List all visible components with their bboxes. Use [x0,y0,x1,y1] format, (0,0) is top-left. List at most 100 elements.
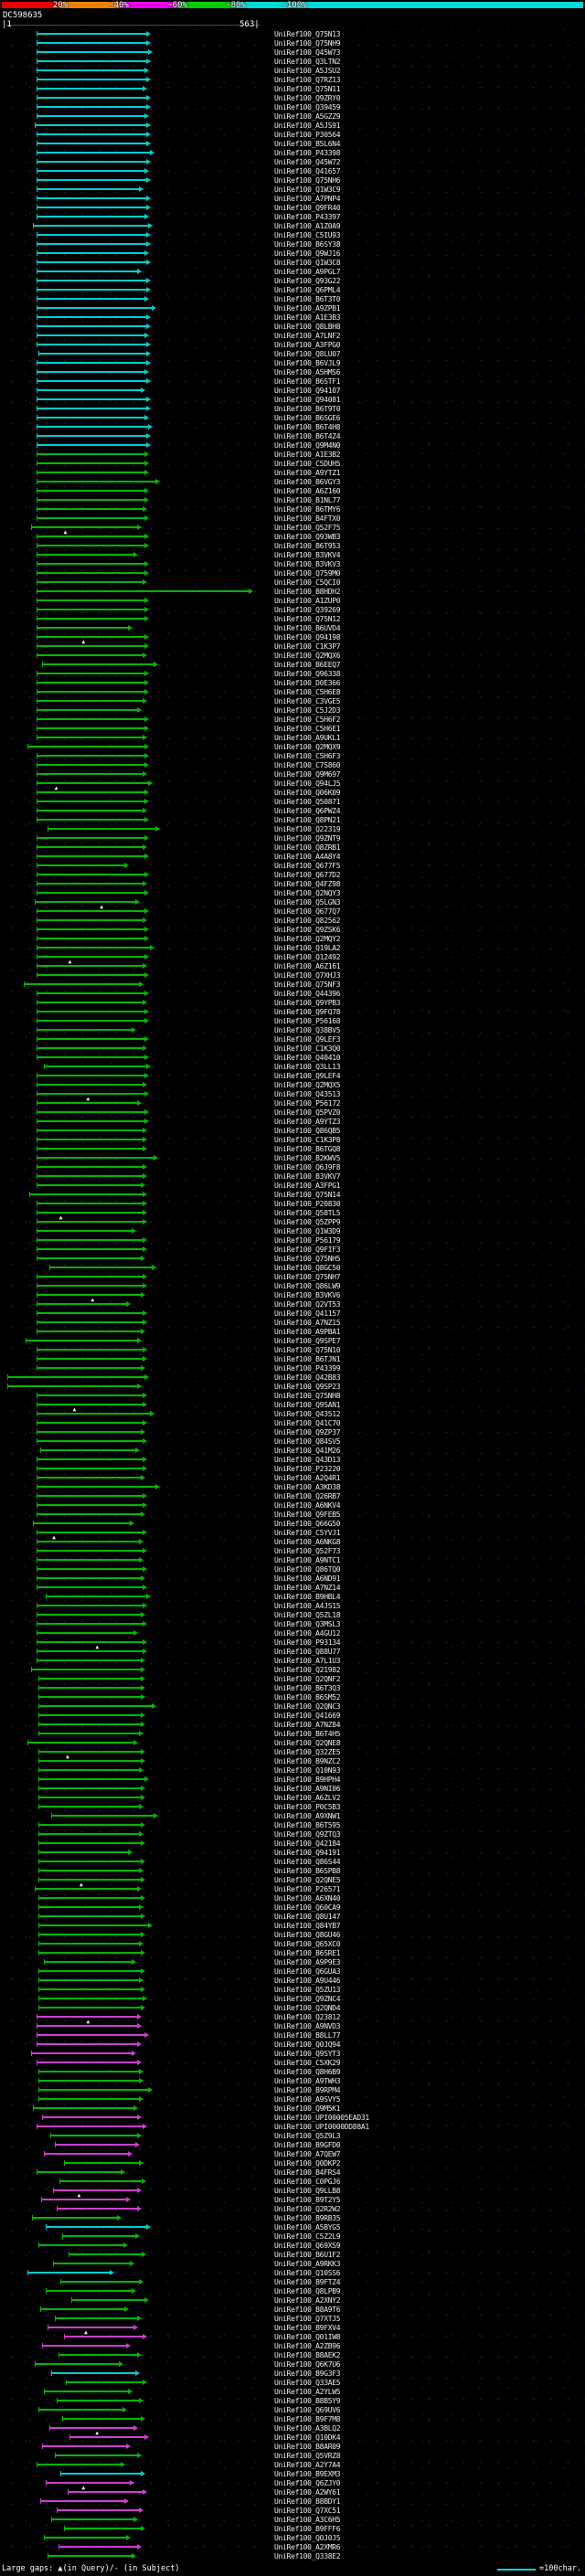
alignment-bar[interactable] [36,927,149,932]
subject-label[interactable]: UniRef100_A9YTZ1 [274,469,341,477]
alignment-bar[interactable] [36,470,149,475]
subject-label[interactable]: UniRef100_B8LL77 [274,2031,341,2040]
subject-label[interactable]: UniRef100_Q9ZSK6 [274,926,341,934]
subject-label[interactable]: UniRef100_A9XNW1 [274,1812,341,1820]
subject-label[interactable]: UniRef100_B6T595 [274,1821,341,1829]
subject-label[interactable]: UniRef100_B9G3F3 [274,2369,341,2378]
subject-label[interactable]: UniRef100_Q84YB7 [274,1922,341,1930]
alignment-bar[interactable] [36,634,149,640]
alignment-bar[interactable] [36,863,129,868]
alignment-bar[interactable] [50,2517,138,2522]
alignment-bar[interactable] [37,1850,133,1855]
subject-label[interactable]: UniRef100_Q19LA2 [274,944,341,952]
subject-label[interactable]: UniRef100_B9EXM3 [274,2470,341,2478]
alignment-bar[interactable] [36,1557,144,1563]
alignment-bar[interactable] [37,2096,144,2102]
subject-label[interactable]: UniRef100_Q9FR40 [274,204,341,212]
subject-label[interactable]: UniRef100_Q5ZPP9 [274,1218,341,1226]
subject-label[interactable]: UniRef100_A1E3B3 [274,313,341,322]
alignment-bar[interactable] [36,1237,147,1243]
subject-label[interactable]: UniRef100_B3VKV3 [274,560,341,568]
alignment-bar[interactable] [36,461,149,466]
subject-label[interactable]: UniRef100_Q7XC51 [274,2507,341,2515]
subject-label[interactable]: UniRef100_B6TJN1 [274,1355,341,1363]
alignment-bar[interactable]: ▲ [36,530,149,539]
alignment-bar[interactable] [36,817,149,822]
subject-label[interactable]: UniRef100_Q33AE5 [274,2379,341,2387]
subject-label[interactable]: UniRef100_A9TWH3 [274,2077,341,2085]
alignment-bar[interactable] [36,333,149,338]
alignment-bar[interactable] [36,104,151,110]
subject-label[interactable]: UniRef100_A6XN40 [274,1894,341,1903]
alignment-bar[interactable]: ▲ [34,1882,142,1892]
alignment-bar[interactable] [36,2060,142,2065]
alignment-bar[interactable] [27,1740,138,1745]
alignment-bar[interactable] [56,2507,144,2513]
subject-label[interactable]: UniRef100_B8BDY1 [274,2497,341,2506]
subject-label[interactable]: UniRef100_Q3LTN2 [274,58,341,66]
subject-label[interactable]: UniRef100_Q9ZNT9 [274,834,341,843]
subject-label[interactable]: UniRef100_C7S860 [274,761,341,769]
subject-label[interactable]: UniRef100_Q2MQX6 [274,652,341,660]
alignment-bar[interactable] [52,2261,134,2266]
alignment-bar[interactable] [37,1786,145,1791]
alignment-bar[interactable] [36,1493,147,1499]
alignment-bar[interactable] [43,2151,133,2157]
subject-label[interactable]: UniRef100_Q9LLB8 [274,2187,341,2195]
alignment-bar[interactable] [36,1484,160,1489]
subject-label[interactable]: UniRef100_C1K3P7 [274,642,341,651]
subject-label[interactable]: UniRef100_A7NZ14 [274,1584,341,1592]
subject-label[interactable]: UniRef100_B8HDH2 [274,588,341,596]
subject-label[interactable]: UniRef100_Q0J0J5 [274,2534,341,2542]
subject-label[interactable]: UniRef100_Q9WJ16 [274,249,341,258]
subject-label[interactable]: UniRef100_Q9ZTQ3 [274,1830,341,1839]
alignment-bar[interactable] [36,1073,149,1078]
alignment-bar[interactable] [36,872,149,877]
alignment-bar[interactable] [36,1246,147,1252]
alignment-bar[interactable] [37,1712,145,1718]
alignment-bar[interactable] [39,2306,129,2312]
alignment-bar[interactable] [36,2462,125,2467]
alignment-bar[interactable] [36,86,147,91]
alignment-bar[interactable] [34,2361,123,2367]
subject-label[interactable]: UniRef100_A9RKK3 [274,2260,341,2268]
alignment-bar[interactable] [43,1064,151,1069]
alignment-bar[interactable] [52,2188,142,2193]
subject-label[interactable]: UniRef100_A3BLQ2 [274,2424,341,2433]
alignment-bar[interactable] [36,588,254,594]
alignment-bar[interactable] [36,1164,147,1170]
subject-label[interactable]: UniRef100_A6NKG8 [274,1538,341,1546]
subject-label[interactable]: UniRef100_A3FPG0 [274,341,341,349]
alignment-bar[interactable] [25,1338,142,1343]
subject-label[interactable]: UniRef100_A9PBA1 [274,1328,341,1336]
alignment-bar[interactable] [36,323,151,329]
alignment-bar[interactable] [58,2544,142,2549]
subject-label[interactable]: UniRef100_A3C6H5 [274,2516,341,2524]
subject-label[interactable]: UniRef100_Q86S44 [274,1858,341,1866]
alignment-bar[interactable] [36,314,151,320]
alignment-bar[interactable] [36,415,149,420]
alignment-bar[interactable] [36,31,151,37]
alignment-bar[interactable] [36,1575,145,1581]
subject-label[interactable]: UniRef100_A9SVY5 [274,2095,341,2104]
alignment-bar[interactable] [36,1091,149,1097]
alignment-bar[interactable] [32,2105,138,2111]
alignment-bar[interactable] [50,1813,158,1818]
subject-label[interactable]: UniRef100_C5DUH5 [274,460,341,468]
subject-label[interactable]: UniRef100_B6STF1 [274,377,341,386]
alignment-bar[interactable] [36,853,149,859]
alignment-bar[interactable] [36,1429,145,1435]
alignment-bar[interactable] [36,1027,136,1033]
alignment-bar[interactable] [41,2115,142,2120]
subject-label[interactable]: UniRef100_C5H6F2 [274,716,341,724]
subject-label[interactable]: UniRef100_Q6K7U6 [274,2360,341,2369]
alignment-bar[interactable] [36,49,153,55]
subject-label[interactable]: UniRef100_A9P9E3 [274,1958,341,1966]
subject-label[interactable]: UniRef100_Q3LL13 [274,1063,341,1071]
subject-label[interactable]: UniRef100_A9NI06 [274,1785,341,1793]
subject-label[interactable]: UniRef100_A9ZPB1 [274,304,341,313]
alignment-bar[interactable] [39,2498,129,2504]
alignment-bar[interactable] [36,168,149,174]
alignment-bar[interactable] [36,991,149,996]
subject-label[interactable]: UniRef100_B8AR09 [274,2443,341,2451]
